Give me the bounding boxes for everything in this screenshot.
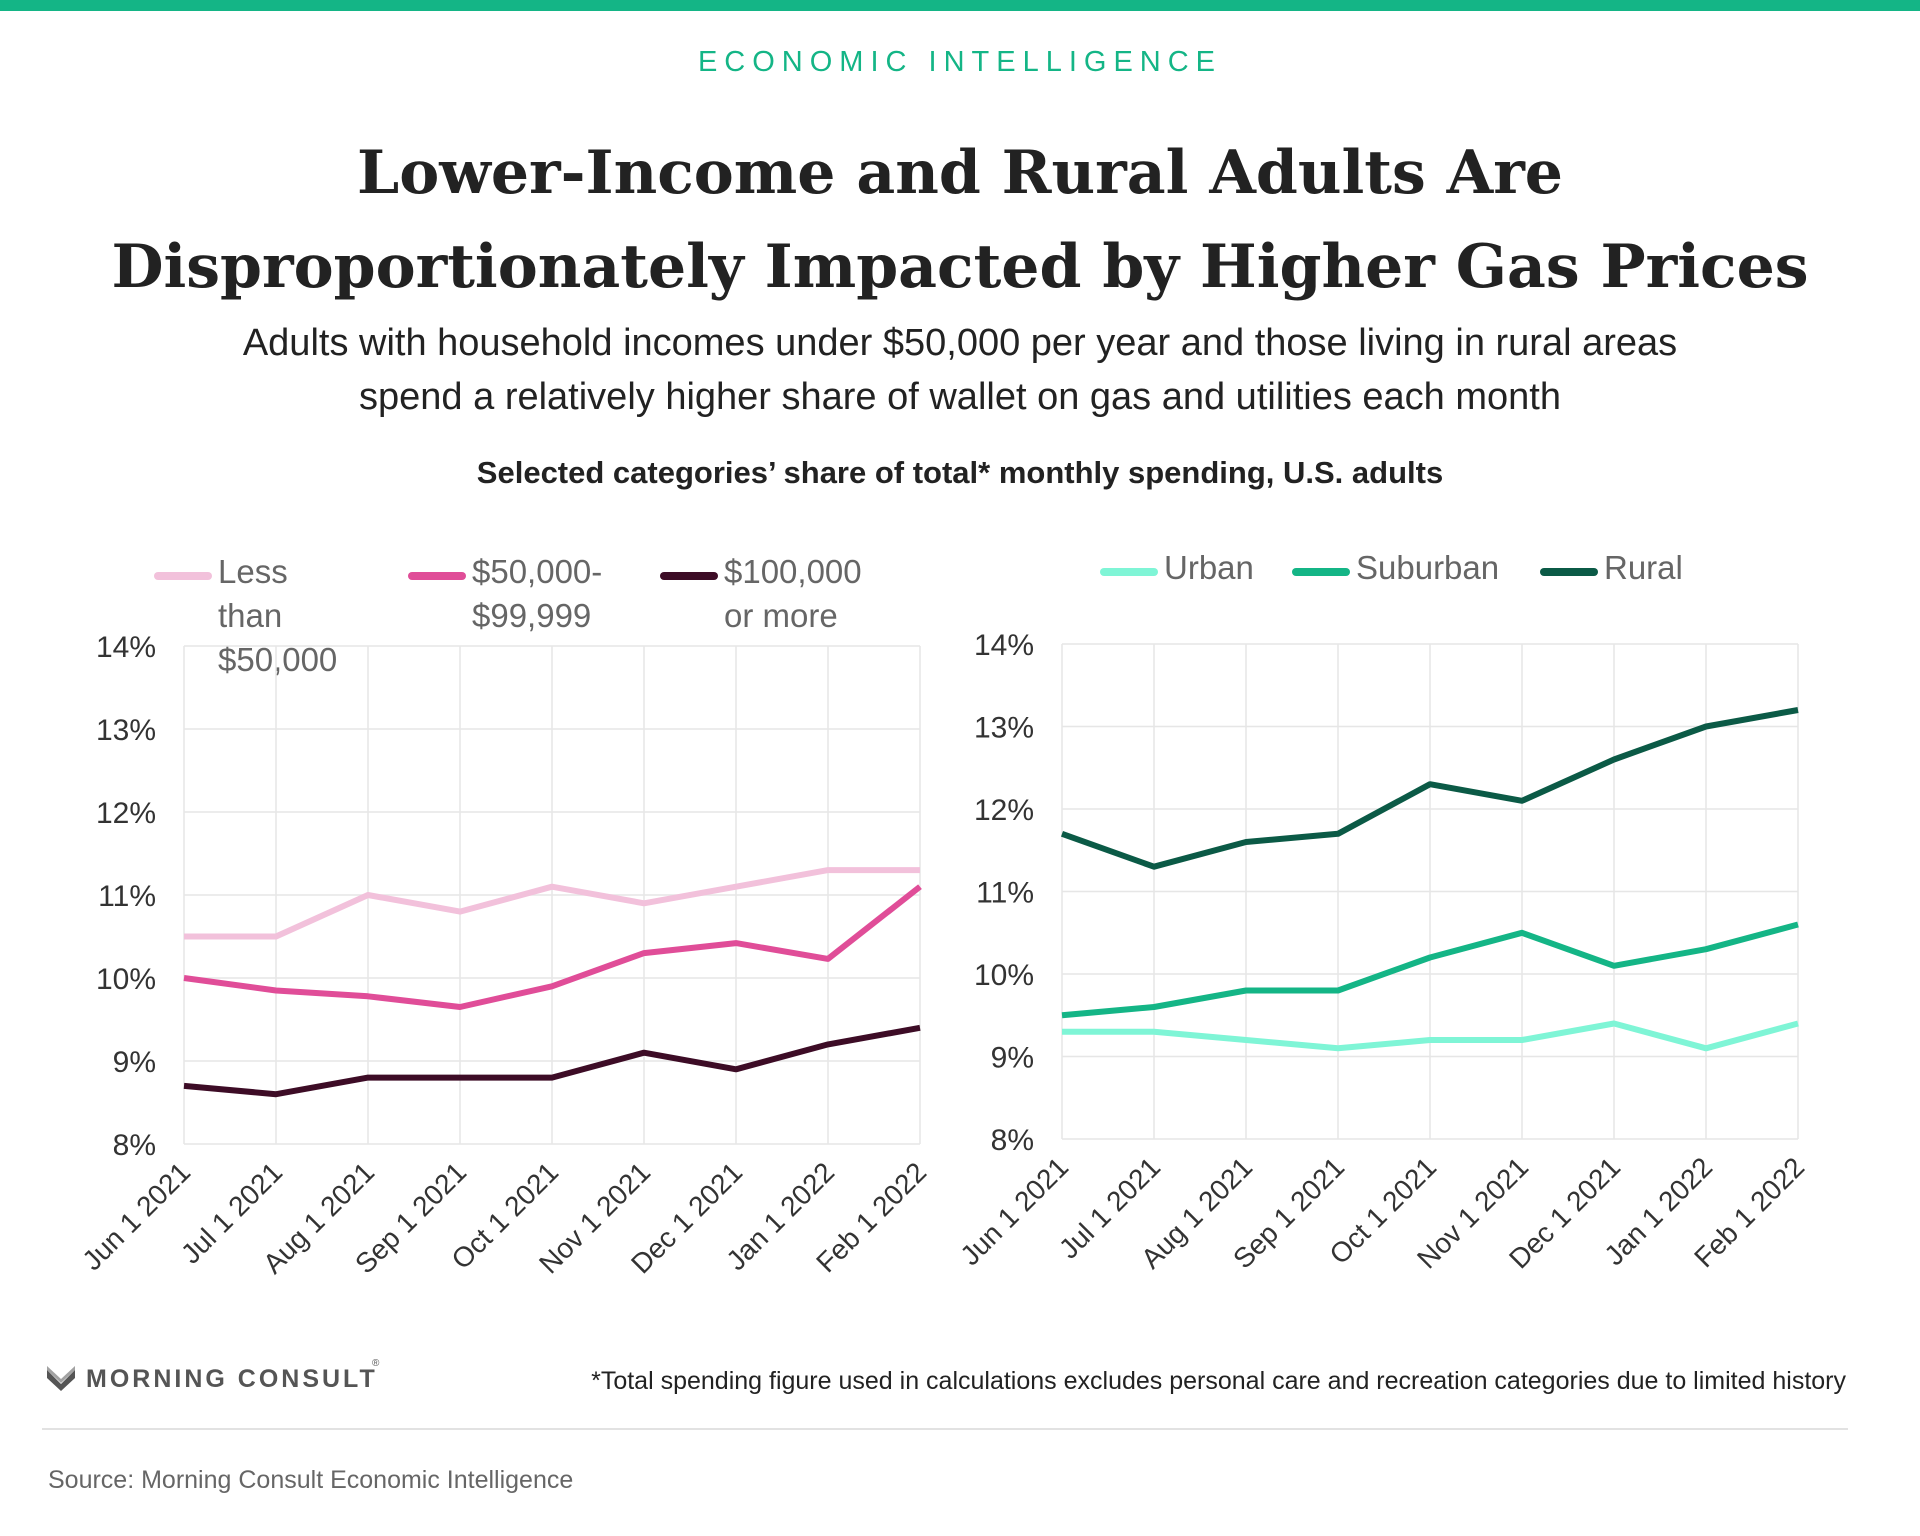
series-line-rural (1060, 707, 1799, 870)
title-line-1: Lower-Income and Rural Adults Are (357, 138, 1563, 208)
series-line-100-000-or-more (183, 1024, 921, 1098)
y-tick-label: 12% (96, 797, 156, 830)
logo-trademark: ® (372, 1358, 380, 1369)
series-line-less-than-50-000 (184, 867, 920, 940)
chart-heading: Selected categories’ share of total* mon… (476, 455, 1444, 490)
legend-label: Urban (1164, 549, 1254, 586)
page-title: Lower-Income and Rural Adults Are Dispro… (0, 126, 1920, 314)
subtitle: Adults with household incomes under $50,… (0, 316, 1920, 424)
section-kicker: ECONOMIC INTELLIGENCE (697, 46, 1223, 78)
y-tick-label: 13% (974, 712, 1034, 745)
subtitle-line-1: Adults with household incomes under $50,… (242, 322, 1678, 364)
legend-label: Suburban (1356, 549, 1500, 586)
logo-mark-icon (47, 1366, 75, 1391)
y-tick-label: 10% (974, 959, 1034, 992)
legend-swatch (408, 572, 466, 580)
y-tick-label: 13% (96, 714, 156, 747)
y-tick-label: 12% (974, 794, 1034, 827)
subtitle-line-2: spend a relatively higher share of walle… (359, 376, 1561, 418)
logo-wordmark: MORNING CONSULT (86, 1365, 378, 1393)
title-line-2: Disproportionately Impacted by Higher Ga… (111, 232, 1809, 302)
legend-swatch (1100, 568, 1158, 576)
area-legend: Urban Suburban Rural (1100, 546, 1800, 596)
income-legend: Less than $50,000 $50,000- $99,999 $100,… (154, 550, 914, 678)
top-accent-bar (0, 0, 1920, 11)
source-note: Source: Morning Consult Economic Intelli… (48, 1466, 574, 1494)
y-tick-label: 8% (113, 1129, 156, 1162)
series-line-urban (1062, 1020, 1799, 1052)
legend-swatch (1540, 568, 1598, 576)
series-line-suburban (1061, 921, 1799, 1019)
y-tick-label: 11% (976, 877, 1034, 910)
footnote: *Total spending figure used in calculati… (591, 1367, 1846, 1395)
y-tick-label: 10% (96, 963, 156, 996)
y-tick-label: 8% (991, 1124, 1034, 1157)
x-tick-label: Jun 1 2021 (76, 1156, 196, 1276)
footer-divider (42, 1428, 1848, 1430)
legend-swatch (660, 572, 718, 580)
legend-swatch (154, 572, 212, 580)
legend-label: Less than $50,000 (218, 553, 338, 678)
y-tick-label: 9% (991, 1042, 1034, 1075)
legend-label: Rural (1604, 549, 1683, 586)
y-tick-label: 14% (96, 631, 156, 664)
y-tick-label: 14% (974, 629, 1034, 662)
y-tick-label: 11% (98, 880, 156, 913)
x-tick-label: Jun 1 2021 (954, 1151, 1074, 1271)
legend-swatch (1292, 568, 1350, 576)
series-line-50-000-99-999 (183, 884, 922, 1010)
y-tick-label: 9% (113, 1046, 156, 1079)
legend-label: $100,000 or more (724, 553, 862, 634)
legend-label: $50,000- $99,999 (472, 553, 603, 634)
